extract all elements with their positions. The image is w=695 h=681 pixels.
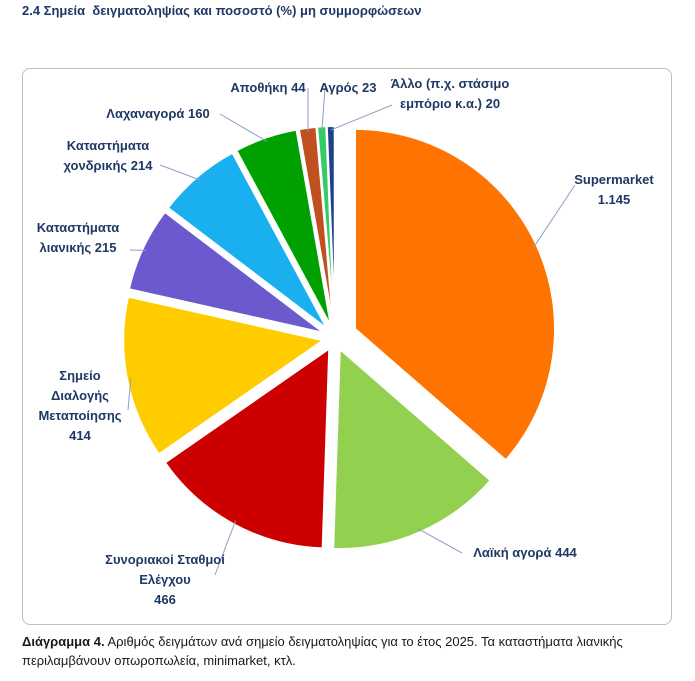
- chart-frame: [22, 68, 672, 625]
- category-name: Αγρός: [319, 80, 359, 95]
- pie-slice: [325, 125, 336, 327]
- value-label: 444: [555, 545, 577, 560]
- value-label: 160: [188, 106, 210, 121]
- slice-label: Συνοριακοί Σταθμοί Ελέγχου 466: [105, 550, 225, 610]
- category-name: Λαϊκή αγορά: [473, 545, 552, 560]
- leader-line: [214, 520, 237, 576]
- slice-label: Λαχαναγορά 160: [83, 104, 233, 124]
- category-name: Συνοριακοί Σταθμοί Ελέγχου: [105, 552, 225, 587]
- value-label: 23: [362, 80, 377, 95]
- value-label: 466: [154, 592, 176, 607]
- pie-slice: [163, 346, 331, 550]
- leader-line: [533, 184, 576, 248]
- category-name: Άλλο (π.χ. στάσιμο εμπόριο κ.α.): [390, 76, 510, 111]
- value-label: 215: [94, 240, 117, 255]
- slice-label: Supermarket 1.145: [559, 170, 669, 210]
- section-title: 2.4 Σημεία δειγματοληψίας και ποσοστό (%…: [22, 3, 422, 18]
- leader-line: [321, 87, 326, 131]
- value-label: 44: [291, 80, 306, 95]
- value-label: 1.145: [597, 192, 631, 207]
- slice-label: Καταστήματα χονδρικής 214: [52, 136, 164, 176]
- caption-text: Αριθμός δειγμάτων ανά σημείο δειγματοληψ…: [22, 634, 623, 668]
- slice-label: Λαϊκή αγορά 444: [440, 543, 610, 563]
- category-name: Αποθήκη: [230, 80, 288, 95]
- category-name: Σημείο Διαλογής Μεταποίησης: [38, 368, 122, 423]
- caption-label: Διάγραμμα 4.: [22, 634, 105, 649]
- leader-line: [330, 104, 393, 131]
- category-name: Καταστήματα λιανικής: [36, 220, 120, 255]
- leader-line: [127, 377, 132, 411]
- pie-slice: [234, 128, 333, 328]
- slice-label: Άλλο (π.χ. στάσιμο εμπόριο κ.α.) 20: [386, 74, 514, 114]
- leader-line: [159, 164, 201, 181]
- pie-slice: [354, 127, 557, 462]
- caption: Διάγραμμα 4. Αριθμός δειγμάτων ανά σημεί…: [22, 632, 677, 670]
- slice-label: Καταστήματα λιανικής 215: [26, 218, 130, 258]
- slice-label: Σημείο Διαλογής Μεταποίησης 414: [34, 366, 126, 446]
- pie-slice: [166, 151, 329, 330]
- pie-slice: [332, 346, 492, 550]
- pie-slice: [127, 210, 325, 334]
- leader-line: [417, 528, 463, 554]
- pie-slice: [122, 295, 326, 456]
- value-label: 414: [69, 428, 91, 443]
- value-label: 214: [130, 158, 153, 173]
- slice-label: Αγρός 23: [313, 78, 383, 98]
- slice-label: Αποθήκη 44: [218, 78, 318, 98]
- value-label: 20: [485, 96, 501, 111]
- leader-line: [219, 113, 268, 142]
- category-name: Καταστήματα χονδρικής: [63, 138, 150, 173]
- category-name: Supermarket: [574, 172, 654, 187]
- category-name: Λαχαναγορά: [106, 106, 185, 121]
